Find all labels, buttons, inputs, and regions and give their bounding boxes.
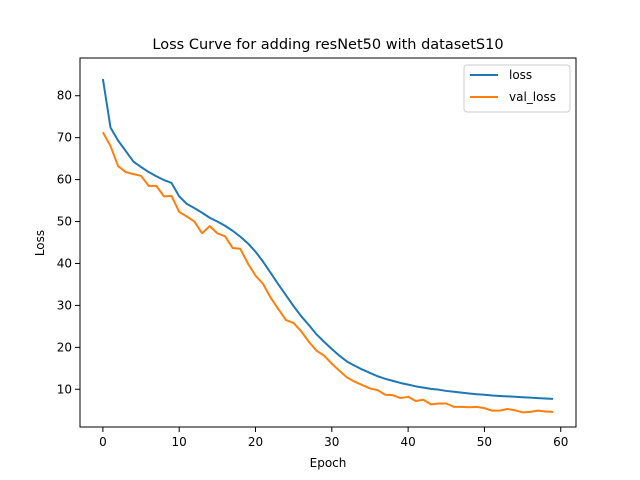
legend-box — [463, 64, 571, 113]
y-tick-label: 20 — [57, 340, 72, 354]
x-tick-label: 50 — [477, 435, 492, 449]
legend-label-val-loss: val_loss — [509, 90, 556, 104]
y-tick-label: 30 — [57, 298, 72, 312]
series-line-loss — [101, 78, 554, 400]
y-tick-label: 10 — [57, 382, 72, 396]
x-tick-label: 10 — [172, 435, 187, 449]
x-tick-label: 20 — [248, 435, 263, 449]
x-tick-label: 40 — [400, 435, 415, 449]
series-lines — [101, 78, 554, 414]
y-tick-label: 60 — [57, 173, 72, 187]
y-axis: 10 20 30 40 50 60 70 80 — [57, 89, 80, 396]
x-axis-title: Epoch — [310, 456, 347, 470]
plot-area-frame — [79, 57, 577, 428]
legend: loss val_loss — [463, 64, 571, 113]
y-tick-label: 50 — [57, 215, 72, 229]
y-tick-label: 70 — [57, 131, 72, 145]
chart-title: Loss Curve for adding resNet50 with data… — [152, 37, 503, 53]
y-tick-label: 80 — [57, 89, 72, 103]
y-axis-title: Loss — [33, 230, 47, 256]
x-axis: 0 10 20 30 40 50 60 — [99, 427, 568, 449]
series-line-val-loss — [102, 131, 554, 414]
x-tick-label: 60 — [553, 435, 568, 449]
x-tick-label: 0 — [99, 435, 107, 449]
legend-label-loss: loss — [509, 68, 532, 82]
y-tick-label: 40 — [57, 256, 72, 270]
x-tick-label: 30 — [324, 435, 339, 449]
